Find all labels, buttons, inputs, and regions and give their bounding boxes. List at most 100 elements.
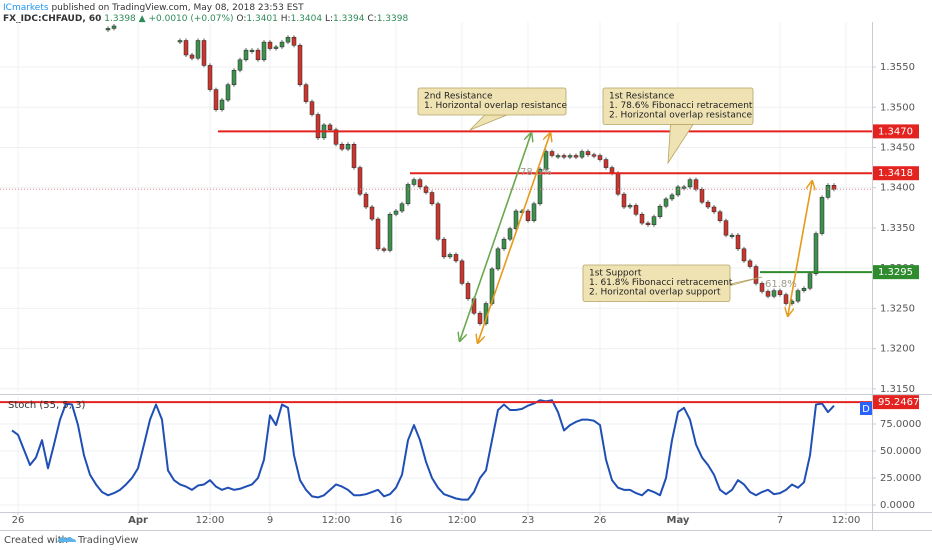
candle xyxy=(237,59,243,71)
candle xyxy=(777,290,783,295)
callout-text: 1. 61.8% Fibonacci retracement xyxy=(589,278,733,288)
candle xyxy=(651,216,657,225)
candle xyxy=(429,192,435,205)
change: +0.0010 (+0.07%) xyxy=(148,14,233,24)
candle xyxy=(387,213,393,251)
indicator-title: Stoch (55, 5, 3) xyxy=(8,400,85,411)
candle xyxy=(615,172,621,195)
candle xyxy=(291,37,297,46)
candle xyxy=(285,37,291,43)
published: published on TradingView.com, May 08, 20… xyxy=(51,3,304,13)
candle xyxy=(765,291,771,297)
x-tick-label: Apr xyxy=(128,515,148,526)
symbol: FX_IDC:CHFAUD, 60 xyxy=(3,14,101,24)
level-label: 95.2467 xyxy=(878,397,919,408)
arrow xyxy=(478,134,550,342)
candle xyxy=(621,193,627,208)
x-tick-label: 12:00 xyxy=(448,515,477,526)
candle xyxy=(273,46,279,49)
candle xyxy=(441,238,447,258)
candle xyxy=(351,144,357,168)
candle xyxy=(459,260,465,284)
x-tick-label: 26 xyxy=(12,515,25,526)
candle xyxy=(639,213,645,224)
candle xyxy=(603,159,609,168)
ohlc-key: O: xyxy=(236,14,246,24)
candle xyxy=(477,312,483,324)
candle xyxy=(189,54,195,59)
legend-line: FX_IDC:CHFAUD, 60 1.3398 ▲ +0.0010 (+0.0… xyxy=(3,14,408,24)
ohlc-key: C: xyxy=(367,14,376,24)
callout-text: 2. Horizontal overlap resistance xyxy=(609,111,753,121)
candle xyxy=(759,283,765,292)
footer-created: Created with xyxy=(4,535,68,546)
candle xyxy=(783,294,789,304)
y-tick-label: 1.3550 xyxy=(880,62,915,73)
candle xyxy=(279,41,285,48)
badge-box xyxy=(860,402,872,415)
ohlc-key: H: xyxy=(281,14,291,24)
y-tick-label: 50.0000 xyxy=(880,446,921,457)
footer-brand[interactable]: TradingView xyxy=(77,535,138,546)
candle xyxy=(705,201,711,208)
level-label: 1.3470 xyxy=(878,126,913,137)
candle xyxy=(501,238,507,250)
ohlc-value: 1.3394 xyxy=(333,14,365,24)
candle xyxy=(663,198,669,207)
x-tick-label: 12:00 xyxy=(322,515,351,526)
badge-text: D xyxy=(862,404,870,415)
candle xyxy=(363,193,369,208)
candle xyxy=(465,283,471,299)
y-tick-label: 1.3250 xyxy=(880,303,915,314)
candle xyxy=(435,203,441,240)
candle xyxy=(771,290,777,297)
x-tick-label: 26 xyxy=(594,515,607,526)
candle xyxy=(225,84,231,101)
candle xyxy=(339,144,345,150)
candle xyxy=(813,233,819,275)
y-tick-label: 1.3450 xyxy=(880,142,915,153)
candle xyxy=(507,228,513,240)
candle xyxy=(687,179,693,188)
candle xyxy=(453,254,459,262)
candle xyxy=(597,155,603,160)
candle xyxy=(567,155,573,158)
candle xyxy=(369,206,375,220)
ohlc-value: 1.3401 xyxy=(246,14,278,24)
candle xyxy=(627,205,633,208)
candle xyxy=(801,287,807,291)
candle xyxy=(381,248,387,251)
level-label: 1.3418 xyxy=(878,168,913,179)
publisher[interactable]: ICmarkets xyxy=(3,3,49,13)
candle xyxy=(405,184,411,205)
candle xyxy=(633,205,639,215)
ohlc-value: 1.3404 xyxy=(291,14,323,24)
candle xyxy=(111,25,117,29)
stoch-line xyxy=(11,399,835,501)
candle xyxy=(207,65,213,90)
candle xyxy=(261,41,267,61)
candle xyxy=(249,49,255,52)
candle xyxy=(717,211,723,221)
candle xyxy=(333,129,339,145)
candle xyxy=(399,203,405,212)
callout-box xyxy=(417,87,567,116)
candle xyxy=(831,185,837,190)
candle xyxy=(303,84,309,102)
candle xyxy=(657,205,663,217)
y-tick-label: 1.3500 xyxy=(880,102,915,113)
candle xyxy=(675,186,681,196)
arrow xyxy=(788,182,812,315)
candle xyxy=(411,179,417,185)
candle xyxy=(213,89,219,110)
callout-text: 1. Horizontal overlap resistance xyxy=(424,101,568,111)
candle xyxy=(645,222,651,225)
candle xyxy=(747,260,753,267)
candle xyxy=(177,40,183,43)
candle xyxy=(825,185,831,198)
candle xyxy=(315,114,321,139)
x-tick-label: 7 xyxy=(777,515,783,526)
callout-box xyxy=(582,264,731,302)
